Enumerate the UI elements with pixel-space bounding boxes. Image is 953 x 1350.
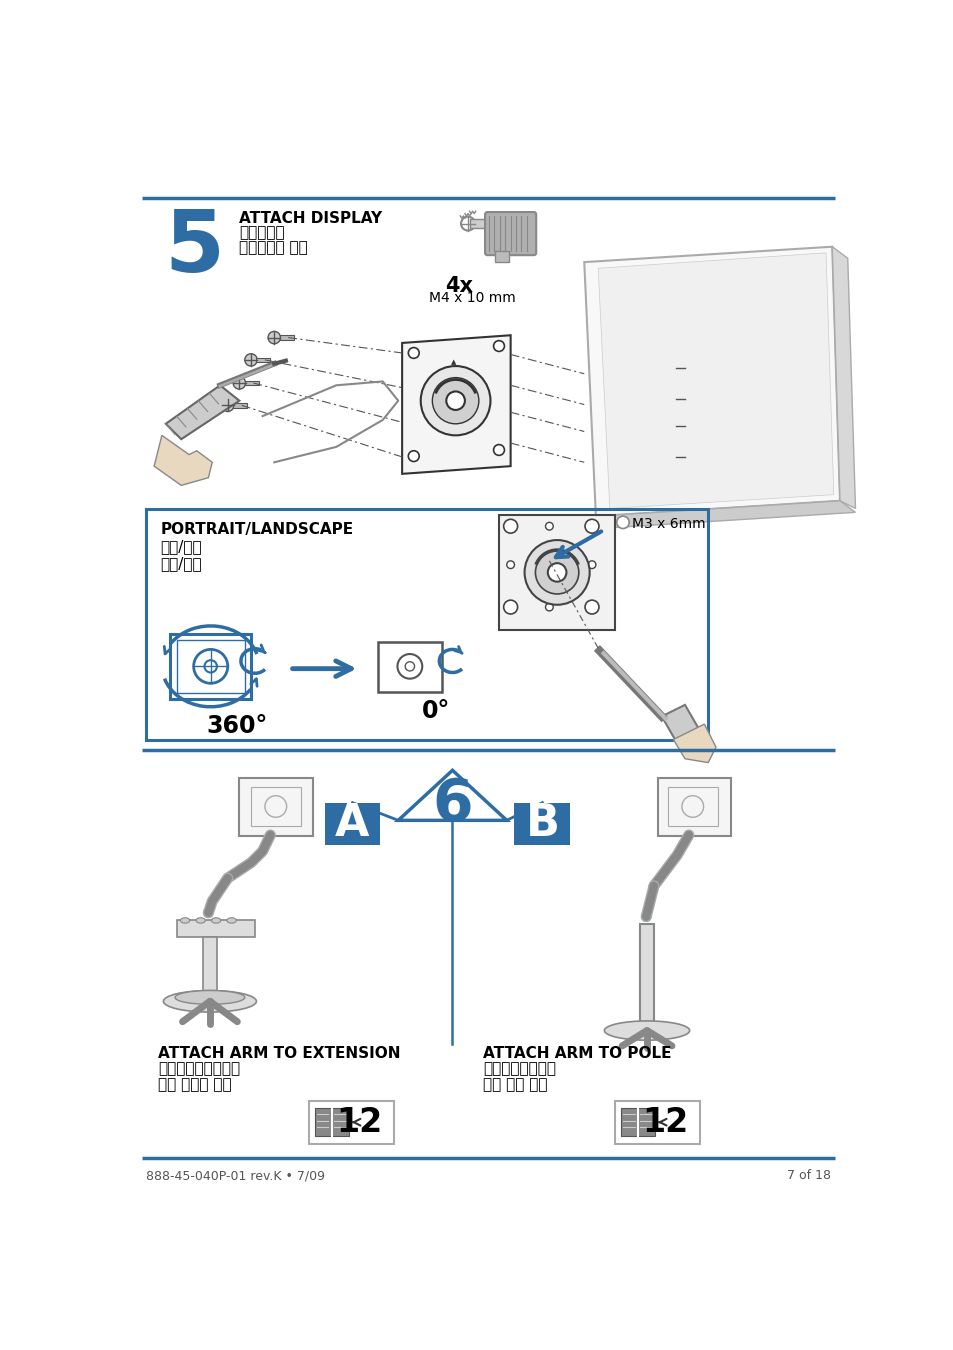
Circle shape [535,551,578,594]
Circle shape [432,378,478,424]
Text: 디스플레이 부착: 디스플레이 부착 [239,240,308,255]
Circle shape [545,522,553,531]
Bar [176,640,245,693]
Bar [615,1100,700,1143]
Bar [332,1108,348,1137]
Circle shape [506,560,514,568]
Bar [498,514,615,630]
Ellipse shape [174,991,245,1004]
Text: A: A [335,802,370,845]
Text: M4 x 10 mm: M4 x 10 mm [429,292,516,305]
Text: PORTRAIT/LANDSCAPE: PORTRAIT/LANDSCAPE [160,522,353,537]
Circle shape [203,907,213,918]
Polygon shape [402,335,510,474]
Circle shape [420,366,490,435]
Text: 将支臂安装到支柱: 将支臂安装到支柱 [483,1061,556,1076]
Bar [203,937,216,995]
Circle shape [408,451,418,462]
Circle shape [503,601,517,614]
Circle shape [493,340,504,351]
Polygon shape [583,247,840,516]
Circle shape [617,516,629,528]
Polygon shape [596,501,855,528]
Bar [177,921,254,937]
Text: ▲: ▲ [450,359,456,366]
Polygon shape [661,705,700,744]
Bar [251,787,301,826]
Text: 암을 확장에 부착: 암을 확장에 부착 [158,1077,232,1092]
Circle shape [640,911,651,922]
Polygon shape [154,435,212,486]
Circle shape [268,331,280,344]
Text: 360°: 360° [207,714,268,738]
Circle shape [245,354,257,366]
Circle shape [493,444,504,455]
Circle shape [545,603,553,612]
Text: M3 x 6mm: M3 x 6mm [632,517,705,531]
Bar [314,1108,332,1137]
Ellipse shape [227,918,236,923]
Circle shape [408,347,418,358]
Circle shape [524,540,589,605]
Text: 888-45-040P-01 rev.K • 7/09: 888-45-040P-01 rev.K • 7/09 [146,1169,325,1183]
Bar [658,778,731,836]
Text: ATTACH ARM TO EXTENSION: ATTACH ARM TO EXTENSION [158,1046,400,1061]
Text: 가로/세로: 가로/세로 [160,556,202,571]
Text: 12: 12 [336,1106,382,1138]
Bar [239,778,313,836]
Circle shape [233,377,245,389]
Circle shape [547,563,566,582]
Bar [637,1108,654,1137]
Circle shape [587,560,596,568]
Text: 4x: 4x [444,275,473,296]
Text: 将支臂安装到延伸臂: 将支臂安装到延伸臂 [158,1061,240,1076]
Bar [495,251,509,262]
Circle shape [503,520,517,533]
Circle shape [221,400,233,412]
Text: 7 of 18: 7 of 18 [786,1169,831,1183]
Bar [377,641,441,691]
Bar [667,787,718,826]
Bar [514,803,570,845]
Bar [639,925,654,1025]
Bar [245,381,258,385]
Text: 암을 폴에 부착: 암을 폴에 부착 [483,1077,547,1092]
Bar [309,1100,394,1143]
Text: ATTACH DISPLAY: ATTACH DISPLAY [239,211,382,225]
Ellipse shape [212,918,220,923]
Bar [469,219,484,228]
Polygon shape [831,247,855,509]
Text: B: B [525,802,558,845]
Text: 安装显示器: 安装显示器 [239,225,285,240]
Circle shape [584,520,598,533]
Bar [256,358,270,362]
Circle shape [446,392,464,410]
Polygon shape [166,385,239,439]
Bar [620,1108,637,1137]
Bar [146,509,707,740]
Text: ATTACH ARM TO POLE: ATTACH ARM TO POLE [483,1046,671,1061]
Ellipse shape [163,991,256,1012]
Ellipse shape [604,1021,689,1041]
Polygon shape [673,724,716,763]
Bar [324,803,380,845]
Bar [233,404,247,408]
Text: 纵向/横向: 纵向/横向 [160,539,202,555]
Ellipse shape [195,918,205,923]
Bar [279,335,294,340]
FancyBboxPatch shape [484,212,536,255]
Text: 0°: 0° [421,699,450,722]
Bar [171,634,251,699]
Circle shape [584,601,598,614]
Polygon shape [598,252,833,509]
Text: 5: 5 [164,207,224,290]
Text: 12: 12 [641,1106,688,1138]
Text: 6: 6 [432,776,473,833]
Ellipse shape [180,918,190,923]
